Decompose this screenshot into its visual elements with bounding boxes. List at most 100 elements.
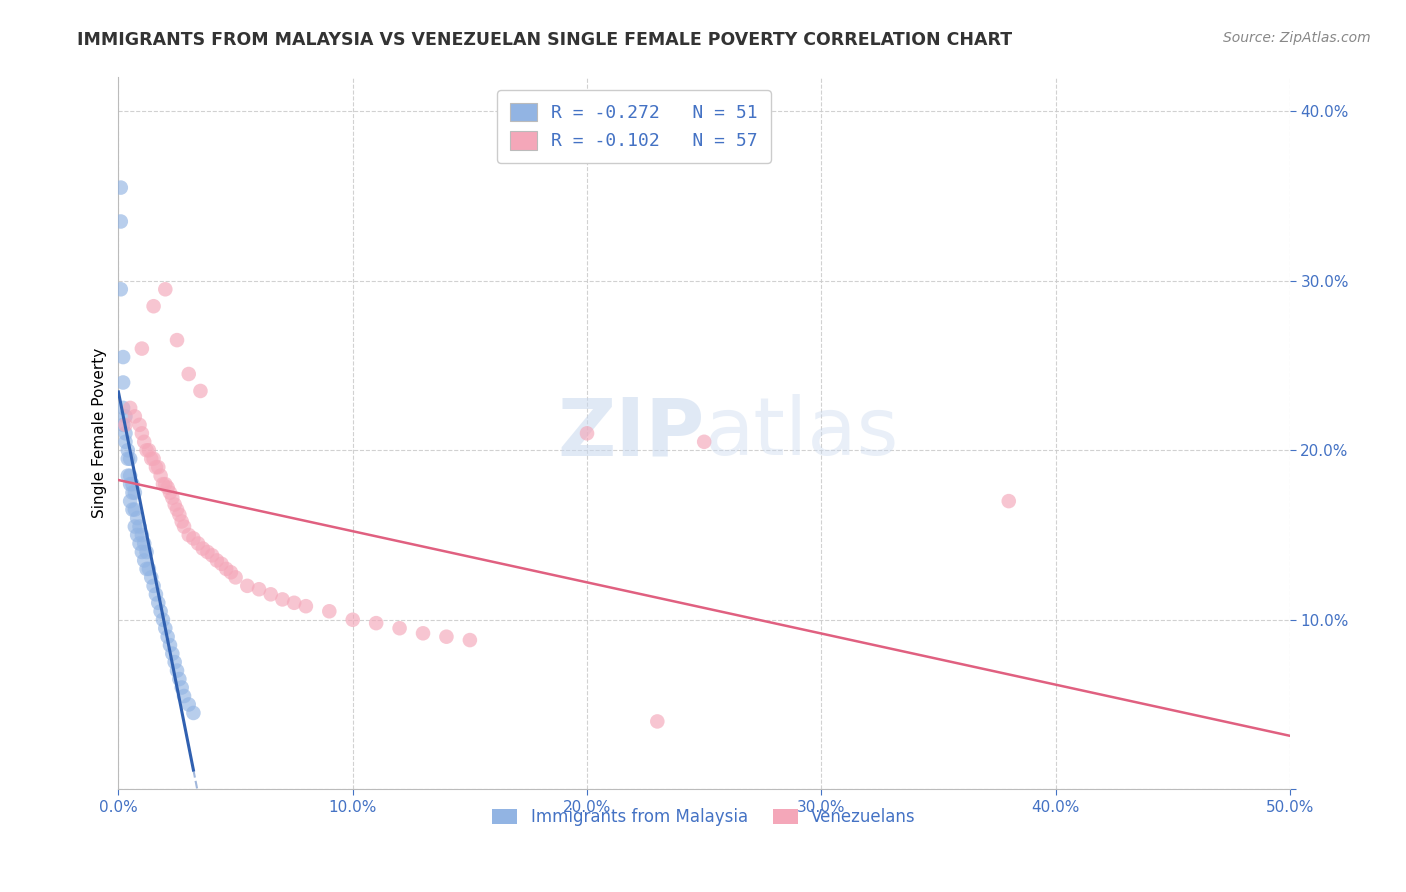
Point xyxy=(152,477,174,491)
Point xyxy=(120,401,142,415)
Point xyxy=(120,468,142,483)
Point xyxy=(219,566,242,580)
Point xyxy=(183,706,205,720)
Point xyxy=(120,494,142,508)
Point xyxy=(114,417,136,432)
Point xyxy=(110,214,132,228)
Point xyxy=(155,621,177,635)
Point xyxy=(138,443,160,458)
Point xyxy=(166,333,188,347)
Point xyxy=(149,604,172,618)
Point xyxy=(187,536,209,550)
Point xyxy=(388,621,411,635)
Point xyxy=(236,579,259,593)
Point xyxy=(260,587,283,601)
Point xyxy=(127,511,149,525)
Point xyxy=(173,519,195,533)
Point xyxy=(163,498,186,512)
Point xyxy=(148,460,170,475)
Point xyxy=(148,596,170,610)
Text: Source: ZipAtlas.com: Source: ZipAtlas.com xyxy=(1223,31,1371,45)
Point xyxy=(152,613,174,627)
Point xyxy=(135,443,157,458)
Text: ZIP: ZIP xyxy=(557,394,704,473)
Point xyxy=(170,681,193,695)
Point xyxy=(162,647,184,661)
Point xyxy=(112,417,135,432)
Point xyxy=(142,579,165,593)
Point xyxy=(271,592,294,607)
Text: IMMIGRANTS FROM MALAYSIA VS VENEZUELAN SINGLE FEMALE POVERTY CORRELATION CHART: IMMIGRANTS FROM MALAYSIA VS VENEZUELAN S… xyxy=(77,31,1012,49)
Point xyxy=(117,451,139,466)
Point xyxy=(693,434,716,449)
Point xyxy=(412,626,434,640)
Point xyxy=(156,630,179,644)
Point xyxy=(131,426,153,441)
Point xyxy=(169,672,191,686)
Point xyxy=(128,417,150,432)
Point xyxy=(134,536,156,550)
Point xyxy=(124,502,146,516)
Point xyxy=(205,553,228,567)
Point xyxy=(114,434,136,449)
Point xyxy=(121,502,143,516)
Point xyxy=(117,468,139,483)
Point xyxy=(134,434,156,449)
Point xyxy=(177,528,200,542)
Point xyxy=(114,409,136,424)
Point xyxy=(121,485,143,500)
Point xyxy=(131,545,153,559)
Point xyxy=(149,468,172,483)
Point xyxy=(342,613,364,627)
Point xyxy=(134,553,156,567)
Point xyxy=(576,426,599,441)
Point xyxy=(183,532,205,546)
Point xyxy=(142,451,165,466)
Point xyxy=(366,616,388,631)
Point xyxy=(138,562,160,576)
Point xyxy=(159,485,181,500)
Point xyxy=(201,549,224,563)
Point xyxy=(128,519,150,533)
Point xyxy=(114,426,136,441)
Point xyxy=(197,545,219,559)
Point xyxy=(225,570,247,584)
Point xyxy=(177,367,200,381)
Point xyxy=(247,582,270,597)
Point xyxy=(145,587,167,601)
Point xyxy=(124,519,146,533)
Point xyxy=(211,557,233,571)
Y-axis label: Single Female Poverty: Single Female Poverty xyxy=(93,348,107,518)
Point xyxy=(997,494,1019,508)
Point xyxy=(458,633,481,648)
Point xyxy=(436,630,458,644)
Point xyxy=(156,481,179,495)
Point xyxy=(191,541,214,556)
Point xyxy=(173,689,195,703)
Point xyxy=(127,528,149,542)
Point xyxy=(121,477,143,491)
Point xyxy=(112,376,135,390)
Point xyxy=(155,282,177,296)
Point xyxy=(112,350,135,364)
Point xyxy=(117,443,139,458)
Point xyxy=(647,714,669,729)
Point xyxy=(170,515,193,529)
Point xyxy=(169,508,191,522)
Point xyxy=(145,460,167,475)
Point xyxy=(159,638,181,652)
Point xyxy=(177,698,200,712)
Point xyxy=(124,409,146,424)
Point xyxy=(110,282,132,296)
Point xyxy=(124,485,146,500)
Point xyxy=(166,664,188,678)
Legend: Immigrants from Malaysia, Venezuelans: Immigrants from Malaysia, Venezuelans xyxy=(484,799,924,834)
Point xyxy=(318,604,340,618)
Point xyxy=(120,451,142,466)
Point xyxy=(135,562,157,576)
Point xyxy=(112,401,135,415)
Point xyxy=(131,528,153,542)
Point xyxy=(215,562,238,576)
Point xyxy=(141,451,163,466)
Point xyxy=(142,299,165,313)
